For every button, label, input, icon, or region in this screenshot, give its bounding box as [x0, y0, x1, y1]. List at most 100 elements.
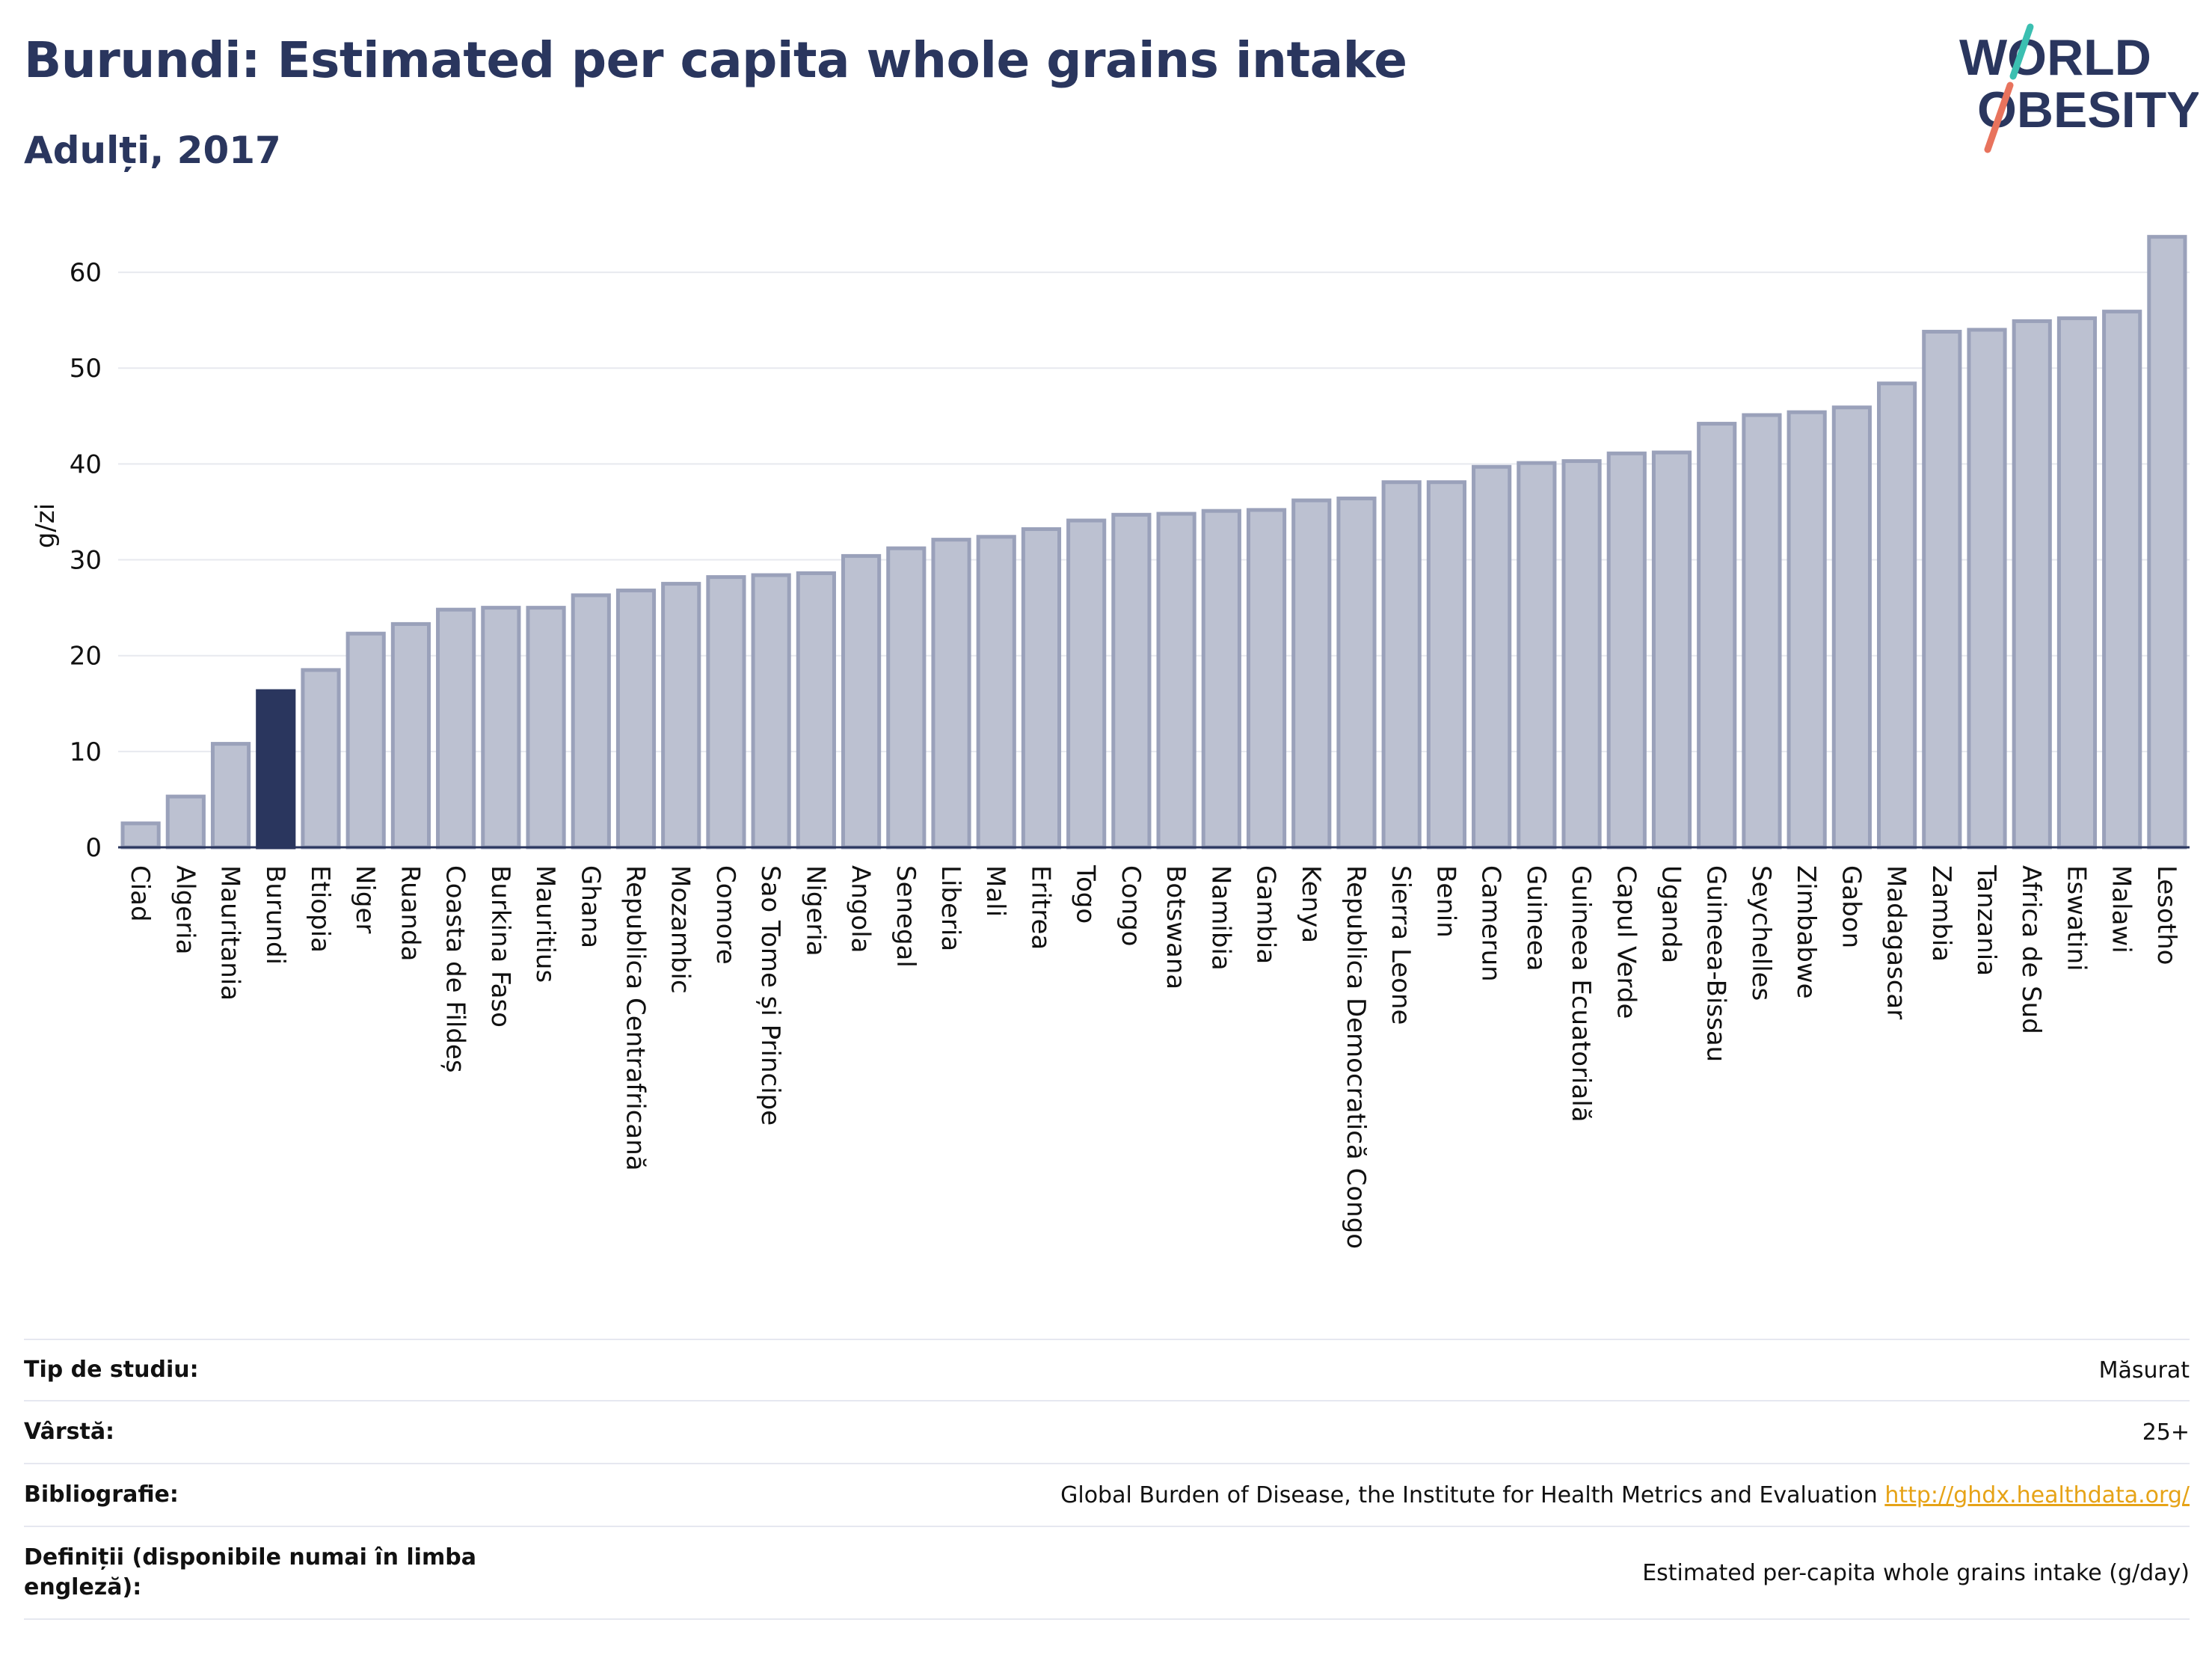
bar-gabon	[1831, 405, 1872, 850]
bar-guineea-ecuatorial-	[1561, 459, 1602, 850]
x-tick-label: Guineea-Bissau	[1701, 865, 1731, 1062]
x-tick-label: Eritrea	[1025, 865, 1055, 950]
bar-eritrea	[1021, 527, 1062, 850]
bar-republica-centrafrican-	[615, 589, 657, 850]
bar-guineea-bissau	[1697, 422, 1737, 850]
bar-ruanda	[390, 621, 431, 850]
x-tick-label: Sao Tome și Principe	[755, 865, 785, 1126]
logo-line1: WORLD	[1959, 29, 2151, 86]
bar-lesotho	[2147, 235, 2187, 850]
info-row-bibliography: Bibliografie: Global Burden of Disease, …	[24, 1463, 2190, 1526]
info-row-definitions: Definiții (disponibile numai în limba en…	[24, 1526, 2190, 1620]
info-key: Vârstă:	[24, 1419, 115, 1445]
x-tick-label: Kenya	[1296, 865, 1326, 943]
bar-comore	[706, 575, 746, 850]
bar-senegal	[886, 546, 927, 850]
bar-niger	[345, 631, 386, 850]
bar-angola	[841, 553, 882, 850]
info-value: Estimated per-capita whole grains intake…	[1642, 1559, 2190, 1586]
x-tick-label: Nigeria	[800, 865, 830, 957]
bars	[120, 235, 2187, 850]
x-tick-label: Gambia	[1251, 865, 1281, 964]
x-tick-label: Africa de Sud	[2016, 865, 2046, 1034]
x-tick-label: Capul Verde	[1611, 865, 1641, 1019]
x-tick-label: Namibia	[1205, 865, 1235, 971]
y-tick-label: 60	[70, 258, 102, 288]
bar-sao-tome-i-principe	[751, 573, 791, 850]
x-tick-label: Burkina Faso	[485, 865, 515, 1028]
bar-mozambic	[661, 582, 701, 850]
info-table: Tip de studiu: Măsurat Vârstă: 25+ Bibli…	[24, 1339, 2190, 1620]
info-value-wrap: Global Burden of Disease, the Institute …	[1060, 1482, 2190, 1508]
info-key: Bibliografie:	[24, 1481, 179, 1508]
x-tick-label: Liberia	[936, 865, 965, 951]
page-title: Burundi: Estimated per capita whole grai…	[24, 31, 1407, 89]
x-tick-label: Burundi	[260, 865, 290, 965]
x-tick-label: Zambia	[1926, 865, 1956, 962]
bar-liberia	[931, 538, 971, 850]
x-tick-label: Madagascar	[1881, 865, 1911, 1019]
x-tick-label: Zimbabwe	[1791, 865, 1821, 999]
y-tick-label: 20	[70, 642, 102, 672]
x-tick-label: Togo	[1071, 865, 1101, 924]
x-tick-label: Guineea Ecuatorială	[1566, 865, 1596, 1123]
x-tick-label: Eswatini	[2061, 865, 2091, 971]
bar-capul-verde	[1606, 451, 1647, 850]
bar-camerun	[1472, 464, 1512, 850]
x-tick-label: Etiopia	[305, 865, 335, 953]
bar-africa-de-sud	[2012, 319, 2052, 850]
bar-etiopia	[301, 668, 341, 850]
x-tick-label: Coasta de Fildeș	[440, 865, 470, 1073]
y-tick-label: 50	[70, 354, 102, 384]
x-tick-label: Sierra Leone	[1386, 865, 1416, 1025]
info-value: 25+	[2142, 1419, 2190, 1446]
x-tick-label: Lesotho	[2151, 865, 2181, 965]
info-key: Definiții (disponibile numai în limba en…	[24, 1544, 476, 1600]
x-tick-label: Uganda	[1656, 865, 1686, 963]
y-tick-label: 40	[70, 449, 102, 479]
bar-algeria	[165, 794, 206, 850]
y-tick-label: 0	[85, 833, 102, 863]
bibliography-link[interactable]: http://ghdx.healthdata.org/	[1884, 1481, 2190, 1508]
bar-burundi	[256, 689, 296, 850]
axes: 0 10 20 30 40 50 60 Ciad Algeria Mauritania Burund…	[70, 258, 2190, 1249]
x-tick-label: Comore	[710, 865, 740, 965]
logo-coral-slash	[1984, 82, 2014, 153]
x-tick-label: Mauritius	[530, 865, 560, 983]
y-tick-label: 10	[70, 737, 102, 767]
bar-uganda	[1651, 450, 1692, 850]
bar-seychelles	[1742, 413, 1782, 850]
bar-namibia	[1201, 509, 1241, 850]
x-tick-label: Algeria	[170, 865, 200, 954]
info-key: Tip de studiu:	[24, 1357, 199, 1383]
x-tick-label: Republica Democratică Congo	[1341, 865, 1371, 1249]
bar-mauritius	[526, 606, 566, 850]
bar-burkina-faso	[481, 606, 521, 850]
bar-zimbabwe	[1787, 410, 1827, 850]
bar-zambia	[1922, 330, 1962, 850]
x-tick-label: Gabon	[1836, 865, 1866, 948]
bar-togo	[1066, 518, 1107, 850]
logo-teal-slash	[2009, 23, 2034, 80]
x-tick-label: Tanzania	[1971, 865, 2001, 976]
info-row-study-type: Tip de studiu: Măsurat	[24, 1339, 2190, 1400]
bar-chart: 0 10 20 30 40 50 60 Ciad Algeria Mauritania Burund…	[31, 235, 2190, 1249]
bar-benin	[1426, 480, 1466, 850]
x-tick-label: Angola	[846, 865, 876, 953]
x-tick-label: Senegal	[891, 865, 921, 968]
info-row-age: Vârstă: 25+	[24, 1400, 2190, 1463]
x-tick-label: Camerun	[1476, 865, 1506, 982]
bar-mauritania	[210, 742, 251, 850]
x-tick-label: Benin	[1431, 865, 1460, 938]
bar-ciad	[120, 821, 161, 850]
bar-republica-democratic-congo	[1336, 497, 1377, 850]
x-tick-label: Congo	[1116, 865, 1146, 946]
bar-guineea	[1517, 461, 1557, 850]
bar-coasta-de-filde-	[436, 607, 476, 850]
x-tick-label: Mozambic	[666, 865, 695, 994]
x-tick-label: Ghana	[575, 865, 605, 948]
x-tick-label: Mauritania	[215, 865, 245, 1001]
y-axis-label: g/zi	[31, 503, 61, 548]
bar-madagascar	[1877, 381, 1917, 850]
bar-eswatini	[2056, 316, 2098, 850]
